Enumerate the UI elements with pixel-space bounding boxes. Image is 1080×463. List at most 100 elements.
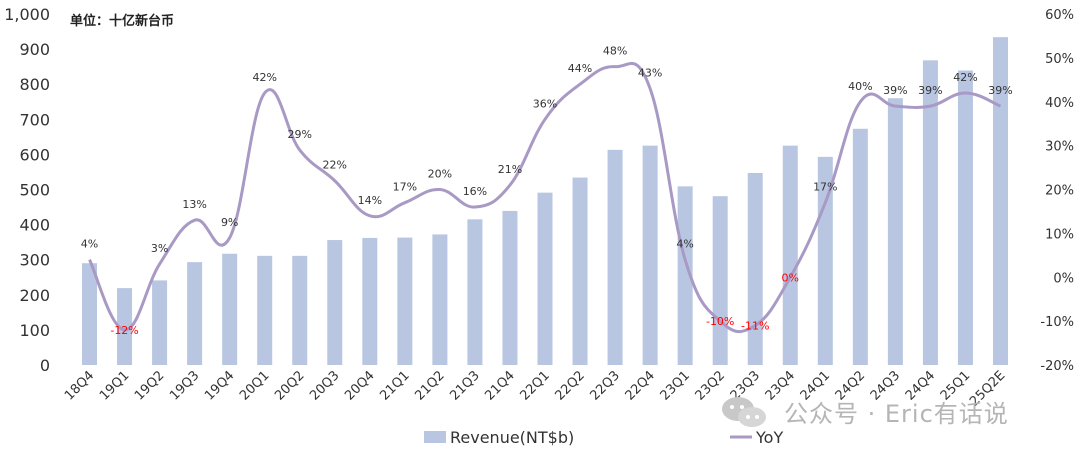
x-tick-label: 21Q3 — [447, 368, 482, 403]
y-left-tick-label: 800 — [19, 75, 50, 94]
yoy-data-label: 17% — [393, 181, 417, 194]
x-tick-label: 22Q3 — [588, 368, 623, 403]
x-tick-label: 20Q3 — [307, 368, 342, 403]
x-tick-label: 19Q1 — [97, 368, 132, 403]
yoy-data-label: 39% — [883, 84, 907, 97]
revenue-bar — [887, 98, 903, 366]
revenue-bar — [187, 262, 203, 365]
x-tick-label: 23Q1 — [658, 368, 693, 403]
revenue-bar — [152, 280, 168, 365]
revenue-bar — [852, 128, 868, 365]
x-tick-label: 21Q2 — [412, 368, 447, 403]
y-right-tick-label: 20% — [1045, 184, 1074, 199]
revenue-bar — [362, 237, 378, 365]
y-right-tick-label: 60% — [1045, 8, 1074, 23]
yoy-data-label: 29% — [288, 128, 312, 141]
x-tick-label: 19Q4 — [202, 368, 237, 403]
y-left-tick-label: 1,000 — [4, 5, 50, 24]
y-left-tick-label: 200 — [19, 286, 50, 305]
y-left-tick-label: 0 — [40, 356, 50, 375]
x-tick-label: 19Q3 — [167, 368, 202, 403]
revenue-bar — [922, 60, 938, 365]
y-left-tick-label: 500 — [19, 181, 50, 200]
x-tick-label: 19Q2 — [132, 368, 167, 403]
x-tick-label: 22Q2 — [552, 368, 587, 403]
yoy-data-label: -10% — [706, 315, 734, 328]
yoy-data-label: 9% — [221, 216, 238, 229]
yoy-data-label: 39% — [918, 84, 942, 97]
legend-label-yoy: YoY — [755, 428, 783, 447]
legend-label-revenue: Revenue(NT$b) — [450, 428, 574, 447]
yoy-data-label: 40% — [848, 80, 872, 93]
yoy-data-label: 22% — [323, 159, 347, 172]
x-tick-label: 21Q1 — [377, 368, 412, 403]
y-right-tick-label: -20% — [1040, 359, 1074, 374]
yoy-data-label: 39% — [988, 84, 1012, 97]
yoy-data-label: 21% — [498, 163, 522, 176]
y-left-tick-label: 600 — [19, 145, 50, 164]
x-tick-label: 22Q4 — [623, 368, 658, 403]
revenue-bar — [992, 37, 1008, 365]
legend-swatch-revenue — [424, 431, 446, 443]
yoy-data-label: 42% — [252, 71, 276, 84]
revenue-bar — [537, 192, 553, 365]
revenue-bar — [677, 186, 693, 365]
y-right-tick-label: 10% — [1045, 227, 1074, 242]
yoy-data-label: 48% — [603, 45, 627, 58]
yoy-data-label: 4% — [676, 238, 693, 251]
y-left-tick-label: 100 — [19, 321, 50, 340]
y-right-tick-label: 40% — [1045, 96, 1074, 111]
x-tick-label: 20Q1 — [237, 368, 272, 403]
x-tick-label: 21Q4 — [482, 368, 517, 403]
revenue-bar — [572, 177, 588, 365]
revenue-bar — [117, 288, 133, 365]
revenue-bar — [782, 145, 798, 365]
x-tick-label: 18Q4 — [62, 368, 97, 403]
x-tick-label: 20Q2 — [272, 368, 307, 403]
yoy-data-label: -12% — [110, 324, 138, 337]
y-right-tick-label: 0% — [1053, 271, 1074, 286]
yoy-line — [88, 61, 1002, 334]
wechat-icon — [722, 395, 776, 429]
revenue-bar — [642, 145, 658, 365]
revenue-bar — [432, 234, 448, 365]
yoy-data-label: -11% — [741, 320, 769, 333]
yoy-data-label: 14% — [358, 194, 382, 207]
revenue-bar — [292, 255, 308, 365]
y-right-tick-label: 50% — [1045, 52, 1074, 67]
yoy-data-label: 4% — [81, 238, 98, 251]
y-right-tick-label: 30% — [1045, 140, 1074, 155]
y-left-tick-label: 400 — [19, 216, 50, 235]
y-left-tick-label: 900 — [19, 40, 50, 59]
revenue-bar — [82, 263, 98, 365]
revenue-bar — [957, 70, 973, 366]
revenue-bar — [257, 255, 273, 365]
yoy-data-label: 36% — [533, 97, 557, 110]
revenue-bar — [397, 237, 413, 365]
yoy-data-label: 13% — [182, 198, 206, 211]
y-left-tick-label: 700 — [19, 110, 50, 129]
yoy-data-label: 20% — [428, 168, 452, 181]
unit-label: 单位：十亿新台币 — [70, 14, 175, 29]
revenue-bar — [607, 149, 623, 365]
x-tick-label: 22Q1 — [517, 368, 552, 403]
yoy-data-label: 0% — [782, 271, 799, 284]
yoy-data-label: 44% — [568, 62, 592, 75]
y-right-tick-label: -10% — [1040, 315, 1074, 330]
yoy-data-label: 16% — [463, 185, 487, 198]
revenue-bar — [327, 240, 343, 365]
y-left-tick-label: 300 — [19, 251, 50, 270]
revenue-bar — [747, 173, 763, 365]
revenue-bar — [222, 253, 238, 365]
yoy-data-label: 3% — [151, 242, 168, 255]
revenue-bar — [712, 196, 728, 365]
yoy-data-label: 42% — [953, 71, 977, 84]
yoy-data-label: 17% — [813, 181, 837, 194]
yoy-data-label: 43% — [638, 67, 662, 80]
revenue-bar — [502, 210, 518, 365]
watermark-text: 公众号 · Eric有话说 — [784, 400, 1009, 428]
revenue-bar — [467, 219, 483, 365]
x-tick-label: 20Q4 — [342, 368, 377, 403]
